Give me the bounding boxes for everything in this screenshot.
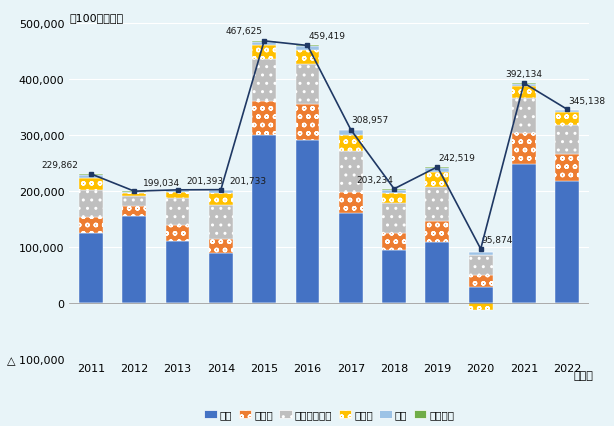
Bar <box>556 125 579 154</box>
Bar <box>512 84 536 87</box>
Bar <box>79 217 103 233</box>
Text: （年）: （年） <box>573 370 593 380</box>
Bar <box>512 87 536 99</box>
Legend: 欧州, カナダ, アジア大洋州, 中南米, 中東, アフリカ: 欧州, カナダ, アジア大洋州, 中南米, 中東, アフリカ <box>200 406 458 424</box>
Bar <box>122 197 146 206</box>
Bar <box>556 181 579 303</box>
Bar <box>166 199 190 226</box>
Bar <box>339 192 363 213</box>
Bar <box>252 102 276 135</box>
Bar <box>295 50 319 64</box>
Text: 201,733: 201,733 <box>230 177 266 186</box>
Bar <box>339 135 363 152</box>
Text: 242,519: 242,519 <box>438 154 475 163</box>
Bar <box>426 172 449 188</box>
Bar <box>252 43 276 46</box>
Bar <box>79 178 103 190</box>
Text: 199,034: 199,034 <box>143 178 180 187</box>
Bar <box>469 253 492 255</box>
Text: 203,234: 203,234 <box>356 176 393 185</box>
Text: 308,957: 308,957 <box>352 116 389 125</box>
Text: 229,862: 229,862 <box>41 161 78 170</box>
Bar <box>295 64 319 105</box>
Text: （100万ドル）: （100万ドル） <box>69 12 123 23</box>
Bar <box>252 42 276 43</box>
Bar <box>469 252 492 253</box>
Bar <box>339 152 363 192</box>
Bar <box>382 233 406 251</box>
Bar <box>469 287 492 303</box>
Bar <box>295 46 319 47</box>
Bar <box>382 190 406 194</box>
Text: 201,393: 201,393 <box>186 177 223 186</box>
Bar <box>122 206 146 216</box>
Bar <box>382 204 406 233</box>
Bar <box>339 213 363 303</box>
Bar <box>469 303 492 311</box>
Text: 467,625: 467,625 <box>226 27 263 36</box>
Bar <box>469 275 492 287</box>
Bar <box>209 193 233 205</box>
Bar <box>426 222 449 242</box>
Bar <box>122 194 146 197</box>
Text: 95,874: 95,874 <box>481 236 513 245</box>
Text: 345,138: 345,138 <box>568 97 605 106</box>
Bar <box>512 164 536 303</box>
Bar <box>166 226 190 242</box>
Bar <box>426 168 449 172</box>
Bar <box>252 46 276 60</box>
Bar <box>295 141 319 303</box>
Bar <box>166 190 190 192</box>
Bar <box>556 113 579 125</box>
Bar <box>339 130 363 131</box>
Bar <box>122 192 146 194</box>
Bar <box>426 167 449 168</box>
Bar <box>512 134 536 164</box>
Bar <box>469 255 492 275</box>
Bar <box>382 194 406 204</box>
Bar <box>339 131 363 135</box>
Bar <box>166 242 190 303</box>
Bar <box>79 190 103 217</box>
Bar <box>209 190 233 193</box>
Bar <box>209 240 233 254</box>
Text: 392,134: 392,134 <box>505 69 543 78</box>
Text: 459,419: 459,419 <box>308 32 345 41</box>
Bar <box>79 175 103 176</box>
Bar <box>426 188 449 222</box>
Bar <box>295 105 319 141</box>
Bar <box>382 251 406 303</box>
Bar <box>252 135 276 303</box>
Bar <box>122 216 146 303</box>
Bar <box>209 254 233 303</box>
Bar <box>556 111 579 113</box>
Bar <box>556 154 579 181</box>
Bar <box>426 242 449 303</box>
Bar <box>79 233 103 303</box>
Bar <box>209 205 233 240</box>
Bar <box>252 60 276 102</box>
Bar <box>79 176 103 178</box>
Bar <box>295 47 319 50</box>
Bar <box>512 99 536 134</box>
Bar <box>166 192 190 199</box>
